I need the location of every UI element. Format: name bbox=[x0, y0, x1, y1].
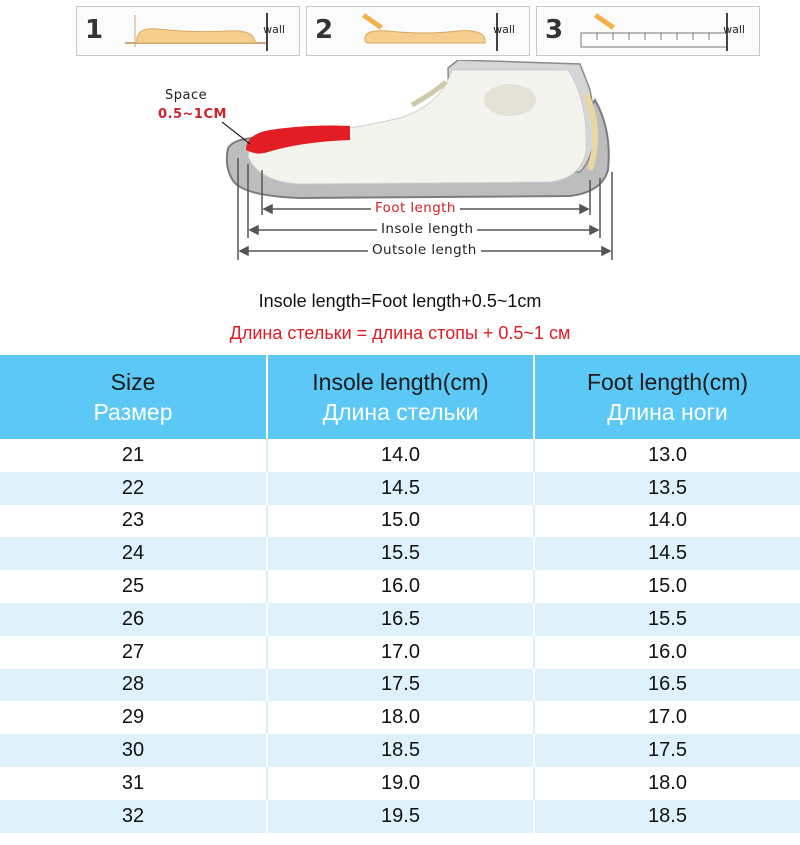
size-cell: 23 bbox=[0, 504, 268, 538]
insole-length-label: Insole length bbox=[377, 221, 478, 237]
table-row: 27 17.0 16.0 bbox=[0, 635, 800, 669]
foot-length-cell: 17.0 bbox=[534, 701, 800, 735]
insole-length-cell: 15.5 bbox=[267, 537, 535, 571]
outsole-length-label: Outsole length bbox=[368, 242, 481, 258]
shoe-illustration bbox=[221, 60, 613, 260]
table-row: 22 14.5 13.5 bbox=[0, 471, 800, 505]
insole-length-cell: 19.0 bbox=[267, 766, 535, 800]
table-row: 26 16.5 15.5 bbox=[0, 602, 800, 636]
table-header-row: Size Размер Insole length(cm) Длина стельки… bbox=[0, 355, 800, 439]
foot-on-paper-illustration bbox=[125, 13, 268, 51]
wall-label: wall bbox=[723, 23, 745, 36]
formula-english: Insole length=Foot length+0.5~1cm bbox=[258, 291, 542, 311]
ruler-measure-illustration bbox=[580, 13, 728, 51]
table-row: 25 16.0 15.0 bbox=[0, 570, 800, 603]
size-cell: 27 bbox=[0, 635, 268, 669]
table-row: 32 19.5 18.5 bbox=[0, 799, 800, 833]
foot-length-cell: 14.0 bbox=[534, 504, 800, 538]
foot-length-cell: 15.5 bbox=[534, 602, 800, 636]
size-cell: 31 bbox=[0, 766, 268, 800]
foot-length-cell: 18.0 bbox=[534, 766, 800, 800]
insole-length-cell: 16.5 bbox=[267, 602, 535, 636]
column-header: Foot length(cm) Длина ноги bbox=[534, 355, 800, 439]
insole-length-cell: 14.0 bbox=[267, 439, 535, 472]
size-cell: 32 bbox=[0, 799, 268, 833]
step-number: 3 bbox=[545, 15, 564, 45]
formula-russian: Длина стельки = длина стопы + 0.5~1 см bbox=[229, 323, 571, 343]
step-1: 1 wall bbox=[76, 6, 300, 56]
column-header-en: Foot length(cm) bbox=[586, 369, 749, 395]
column-header: Size Размер bbox=[0, 355, 268, 439]
step-number: 2 bbox=[315, 15, 334, 45]
size-cell: 26 bbox=[0, 602, 268, 636]
insole-length-cell: 18.0 bbox=[267, 701, 535, 735]
size-chart-table: Size Размер Insole length(cm) Длина стельки… bbox=[0, 355, 800, 833]
column-header-ru: Длина ноги bbox=[607, 399, 728, 425]
insole-length-cell: 16.0 bbox=[267, 570, 535, 603]
foot-length-label: Foot length bbox=[371, 200, 460, 216]
column-header-ru: Длина стельки bbox=[322, 399, 479, 425]
foot-length-cell: 13.0 bbox=[534, 439, 800, 472]
column-header-en: Insole length(cm) bbox=[312, 369, 489, 395]
insole-length-cell: 14.5 bbox=[267, 471, 535, 505]
table-row: 28 17.5 16.5 bbox=[0, 668, 800, 702]
step-3: 3 wall bbox=[536, 6, 760, 56]
wall-label: wall bbox=[263, 23, 285, 36]
column-header-ru: Размер bbox=[93, 399, 173, 425]
space-label: Space bbox=[165, 88, 208, 103]
table-row: 31 19.0 18.0 bbox=[0, 766, 800, 800]
insole-length-cell: 17.0 bbox=[267, 635, 535, 669]
table-body: 21 14.0 13.0 22 14.5 13.5 23 15.0 14.0 24 15.5 14.5… bbox=[0, 439, 800, 833]
space-value: 0.5~1CM bbox=[158, 107, 227, 122]
size-cell: 21 bbox=[0, 439, 268, 472]
size-cell: 24 bbox=[0, 537, 268, 571]
insole-length-cell: 18.5 bbox=[267, 734, 535, 767]
table-row: 23 15.0 14.0 bbox=[0, 504, 800, 538]
foot-length-cell: 18.5 bbox=[534, 799, 800, 833]
size-cell: 29 bbox=[0, 701, 268, 735]
foot-length-cell: 15.0 bbox=[534, 570, 800, 603]
step-2: 2 wall bbox=[306, 6, 530, 56]
measuring-steps: 1 wall 2 wall 3 wall bbox=[76, 6, 760, 58]
table-row: 24 15.5 14.5 bbox=[0, 537, 800, 571]
column-header-en: Size bbox=[110, 369, 156, 395]
size-cell: 22 bbox=[0, 471, 268, 505]
foot-length-cell: 16.5 bbox=[534, 668, 800, 702]
step-number: 1 bbox=[85, 15, 104, 45]
table-row: 21 14.0 13.0 bbox=[0, 439, 800, 472]
wall-label: wall bbox=[493, 23, 515, 36]
size-cell: 25 bbox=[0, 570, 268, 603]
table-row: 29 18.0 17.0 bbox=[0, 701, 800, 735]
insole-length-cell: 15.0 bbox=[267, 504, 535, 538]
insole-length-cell: 17.5 bbox=[267, 668, 535, 702]
foot-length-cell: 16.0 bbox=[534, 635, 800, 669]
foot-length-cell: 13.5 bbox=[534, 471, 800, 505]
foot-length-cell: 17.5 bbox=[534, 734, 800, 767]
size-cell: 30 bbox=[0, 734, 268, 767]
table-row: 30 18.5 17.5 bbox=[0, 734, 800, 767]
insole-length-cell: 19.5 bbox=[267, 799, 535, 833]
size-cell: 28 bbox=[0, 668, 268, 702]
foot-length-cell: 14.5 bbox=[534, 537, 800, 571]
column-header: Insole length(cm) Длина стельки bbox=[267, 355, 535, 439]
mark-foot-illustration bbox=[362, 13, 498, 51]
